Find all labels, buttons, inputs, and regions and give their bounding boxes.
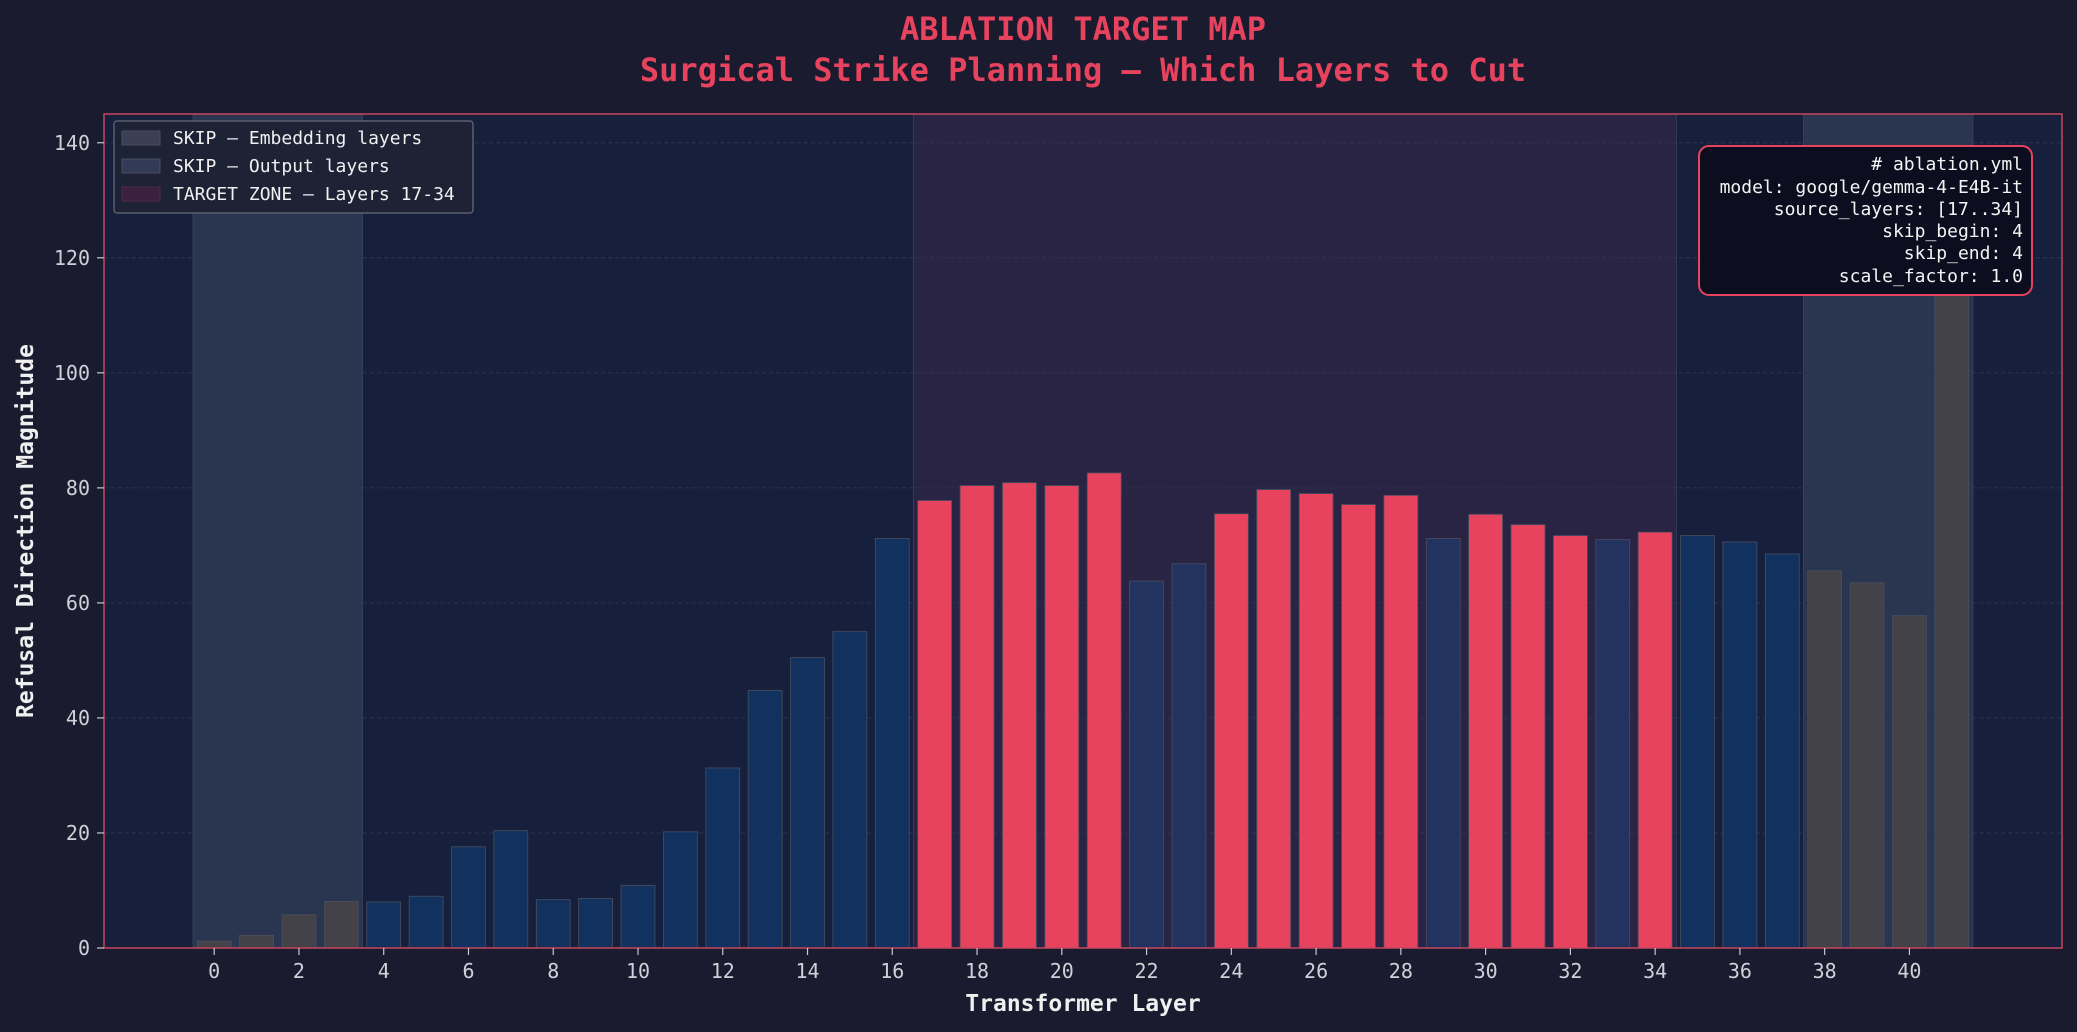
x-tick-label: 2 (293, 959, 305, 983)
bar-layer-6 (451, 846, 486, 949)
x-tick-label: 26 (1304, 959, 1328, 983)
bar-layer-9 (578, 898, 613, 949)
x-tick-label: 22 (1135, 959, 1159, 983)
y-tick-label: 100 (54, 361, 90, 385)
y-tick-label: 80 (66, 476, 90, 500)
bar-layer-15 (832, 631, 868, 949)
bar-layer-21 (1086, 472, 1122, 949)
bar-layer-11 (663, 831, 698, 949)
bar-layer-0 (196, 940, 232, 949)
x-tick-label: 10 (626, 959, 650, 983)
config-line: skip_begin: 4 (1882, 221, 2023, 242)
y-tick-label: 40 (66, 706, 90, 730)
config-line: source_layers: [17..34] (1774, 199, 2023, 220)
bar-layer-35 (1680, 535, 1715, 949)
x-tick-label: 32 (1558, 959, 1582, 983)
bar-layer-4 (366, 901, 402, 949)
x-tick-label: 36 (1728, 959, 1752, 983)
bar-layer-14 (790, 657, 825, 949)
y-tick-label: 20 (66, 821, 90, 845)
bar-layer-19 (1002, 482, 1037, 949)
bar-layer-34 (1637, 531, 1673, 949)
x-tick-label: 12 (711, 959, 735, 983)
bar-layer-32 (1553, 535, 1588, 949)
legend-swatch-target-zone (121, 186, 161, 202)
config-box: # ablation.yml model: google/gemma-4-E4B… (1698, 145, 2033, 296)
x-tick-label: 4 (378, 959, 390, 983)
bar-layer-33 (1595, 539, 1631, 949)
y-tick-label: 0 (78, 936, 90, 960)
x-tick-label: 8 (547, 959, 559, 983)
x-tick-label: 40 (1897, 959, 1921, 983)
bar-layer-41 (1934, 240, 1970, 949)
legend-swatch-embedding (121, 130, 161, 146)
plot-frame (103, 113, 2063, 949)
config-box-frame (1698, 145, 2033, 296)
x-tick-label: 28 (1389, 959, 1413, 983)
x-tick-label: 6 (462, 959, 474, 983)
axis-ticks: 0 2 4 6 8 10 12 14 16 18 20 22 24 26 28 30 32 34 36 38 40020… (54, 131, 1922, 983)
x-tick-label: 34 (1643, 959, 1667, 983)
legend-label-embedding: SKIP — Embedding layers (173, 128, 422, 149)
bar-layer-1 (239, 934, 274, 949)
bar-layer-12 (705, 767, 741, 949)
bar-layer-23 (1171, 563, 1207, 949)
bar-layer-29 (1425, 538, 1461, 949)
bar-layer-13 (747, 689, 783, 949)
x-tick-label: 14 (795, 959, 819, 983)
chart-subtitle: Surgical Strike Planning — Which Layers … (640, 51, 1526, 89)
legend-label-target-zone: TARGET ZONE — Layers 17-34 (173, 184, 455, 205)
bar-layer-20 (1044, 485, 1080, 949)
bar-layer-2 (281, 914, 317, 949)
y-tick-label: 120 (54, 246, 90, 270)
bar-layer-16 (874, 538, 910, 949)
x-tick-label: 24 (1219, 959, 1243, 983)
bar-layer-27 (1341, 504, 1376, 949)
config-line: model: google/gemma-4-E4B-it (1720, 177, 2023, 198)
y-tick-label: 60 (66, 591, 90, 615)
bar-layer-5 (408, 895, 444, 949)
x-axis-label: Transformer Layer (965, 991, 1200, 1017)
bar-layer-40 (1892, 615, 1927, 949)
bar-layer-7 (493, 830, 529, 949)
bar-layer-28 (1383, 494, 1419, 949)
legend-box (113, 120, 474, 214)
chart-title: ABLATION TARGET MAP (900, 10, 1266, 48)
target-zone-band (913, 113, 1677, 949)
x-tick-label: 0 (208, 959, 220, 983)
config-line: scale_factor: 1.0 (1839, 266, 2023, 287)
bar-layer-30 (1468, 513, 1503, 949)
bar-layer-26 (1298, 493, 1334, 949)
bar-layer-38 (1807, 570, 1843, 949)
legend-swatch-output (121, 158, 161, 174)
bar-layer-31 (1510, 524, 1546, 949)
bar-layer-3 (323, 901, 359, 949)
bar-layer-8 (535, 899, 571, 949)
config-line: # ablation.yml (1871, 154, 2023, 175)
bar-layer-22 (1129, 580, 1164, 949)
bar-layer-25 (1256, 489, 1292, 949)
x-tick-label: 38 (1813, 959, 1837, 983)
legend: SKIP — Embedding layers SKIP — Output la… (113, 120, 474, 214)
embedding-skip-band (192, 113, 363, 949)
y-tick-label: 140 (54, 131, 90, 155)
bar-layer-18 (959, 485, 995, 949)
y-axis-label: Refusal Direction Magnitude (13, 344, 39, 718)
x-tick-label: 30 (1474, 959, 1498, 983)
bars (196, 240, 1970, 949)
config-line: skip_end: 4 (1904, 243, 2023, 264)
x-tick-label: 16 (880, 959, 904, 983)
x-tick-label: 18 (965, 959, 989, 983)
bar-layer-24 (1213, 513, 1249, 949)
bar-layer-17 (917, 500, 953, 949)
bar-layer-10 (620, 884, 656, 949)
bar-layer-36 (1722, 541, 1758, 949)
bar-layer-39 (1849, 582, 1885, 949)
bar-layer-37 (1764, 553, 1800, 949)
legend-label-output: SKIP — Output layers (173, 156, 390, 177)
x-tick-label: 20 (1050, 959, 1074, 983)
